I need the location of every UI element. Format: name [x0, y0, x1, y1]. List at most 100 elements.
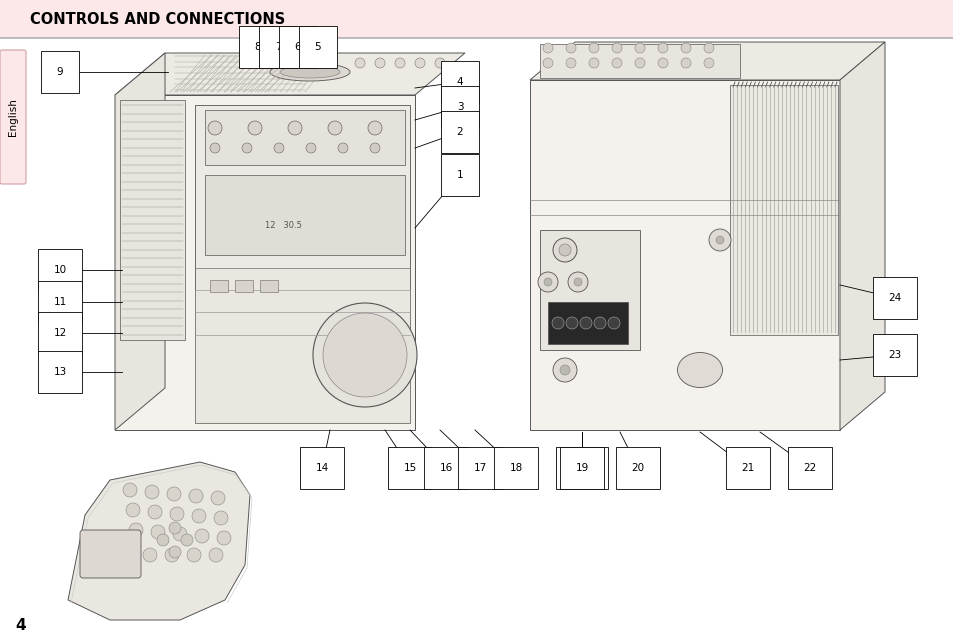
FancyBboxPatch shape: [0, 50, 26, 184]
Circle shape: [288, 121, 302, 135]
Circle shape: [552, 317, 563, 329]
Circle shape: [658, 58, 667, 68]
Circle shape: [151, 525, 165, 539]
Circle shape: [542, 43, 553, 53]
Circle shape: [170, 507, 184, 521]
Circle shape: [567, 272, 587, 292]
Text: 10: 10: [53, 265, 67, 275]
Bar: [539, 44, 740, 78]
Polygon shape: [115, 53, 464, 95]
Circle shape: [588, 43, 598, 53]
Polygon shape: [530, 80, 840, 430]
Bar: [547, 302, 627, 344]
Circle shape: [145, 485, 159, 499]
Circle shape: [537, 272, 558, 292]
Circle shape: [558, 244, 571, 256]
Text: 8: 8: [254, 42, 261, 52]
Circle shape: [187, 548, 201, 562]
Ellipse shape: [280, 66, 339, 78]
Text: 22: 22: [802, 463, 816, 473]
Text: 6: 6: [294, 42, 301, 52]
Text: 23: 23: [887, 350, 901, 360]
Circle shape: [306, 143, 315, 153]
Text: 13: 13: [53, 367, 67, 377]
Circle shape: [208, 121, 222, 135]
Text: English: English: [8, 98, 18, 136]
Text: 3: 3: [456, 102, 463, 112]
Text: 582: 582: [572, 463, 591, 473]
Circle shape: [313, 303, 416, 407]
Circle shape: [612, 58, 621, 68]
Bar: [729, 85, 837, 335]
Circle shape: [607, 317, 619, 329]
Circle shape: [543, 278, 552, 286]
Text: 12: 12: [53, 328, 67, 338]
Circle shape: [594, 317, 605, 329]
FancyBboxPatch shape: [80, 530, 141, 578]
Circle shape: [635, 58, 644, 68]
Circle shape: [169, 546, 181, 558]
Text: 4: 4: [456, 77, 463, 87]
Polygon shape: [530, 42, 884, 80]
Circle shape: [370, 143, 379, 153]
Circle shape: [129, 523, 143, 537]
Circle shape: [579, 317, 592, 329]
Circle shape: [635, 43, 644, 53]
Circle shape: [708, 229, 730, 251]
Polygon shape: [115, 95, 415, 430]
Circle shape: [216, 531, 231, 545]
Text: 14: 14: [315, 463, 328, 473]
Circle shape: [169, 522, 181, 534]
Circle shape: [213, 511, 228, 525]
Circle shape: [123, 483, 137, 497]
Circle shape: [194, 529, 209, 543]
Circle shape: [574, 278, 581, 286]
Text: 17: 17: [473, 463, 486, 473]
Text: 12   30.5: 12 30.5: [265, 220, 301, 229]
Circle shape: [375, 58, 385, 68]
Circle shape: [368, 121, 381, 135]
Text: 1: 1: [456, 170, 463, 180]
Circle shape: [189, 489, 203, 503]
Circle shape: [209, 548, 223, 562]
Circle shape: [328, 121, 341, 135]
Bar: [120, 100, 185, 340]
Bar: [539, 230, 639, 350]
Circle shape: [210, 143, 220, 153]
Polygon shape: [115, 53, 165, 430]
Circle shape: [680, 58, 690, 68]
Bar: [234, 280, 253, 292]
Circle shape: [588, 58, 598, 68]
Circle shape: [553, 238, 577, 262]
Circle shape: [716, 236, 723, 244]
Circle shape: [565, 43, 576, 53]
Ellipse shape: [677, 352, 721, 387]
Text: 16: 16: [439, 463, 452, 473]
Circle shape: [248, 121, 262, 135]
Circle shape: [242, 143, 252, 153]
Bar: [205, 175, 405, 255]
Bar: [0, 0, 953, 38]
Circle shape: [211, 491, 225, 505]
Circle shape: [337, 143, 348, 153]
Circle shape: [148, 505, 162, 519]
Bar: [194, 105, 410, 290]
Text: 9: 9: [56, 67, 63, 77]
Text: 24: 24: [887, 293, 901, 303]
Ellipse shape: [270, 63, 350, 81]
Text: 2: 2: [456, 127, 463, 137]
Circle shape: [553, 358, 577, 382]
Circle shape: [565, 58, 576, 68]
Text: 5: 5: [314, 42, 321, 52]
Circle shape: [192, 509, 206, 523]
Text: 21: 21: [740, 463, 754, 473]
Circle shape: [415, 58, 424, 68]
Text: 15: 15: [403, 463, 416, 473]
Circle shape: [680, 43, 690, 53]
Circle shape: [121, 548, 135, 562]
Text: 11: 11: [53, 297, 67, 307]
Text: 19: 19: [575, 463, 588, 473]
Circle shape: [165, 548, 179, 562]
Bar: [194, 268, 410, 423]
Circle shape: [143, 548, 157, 562]
